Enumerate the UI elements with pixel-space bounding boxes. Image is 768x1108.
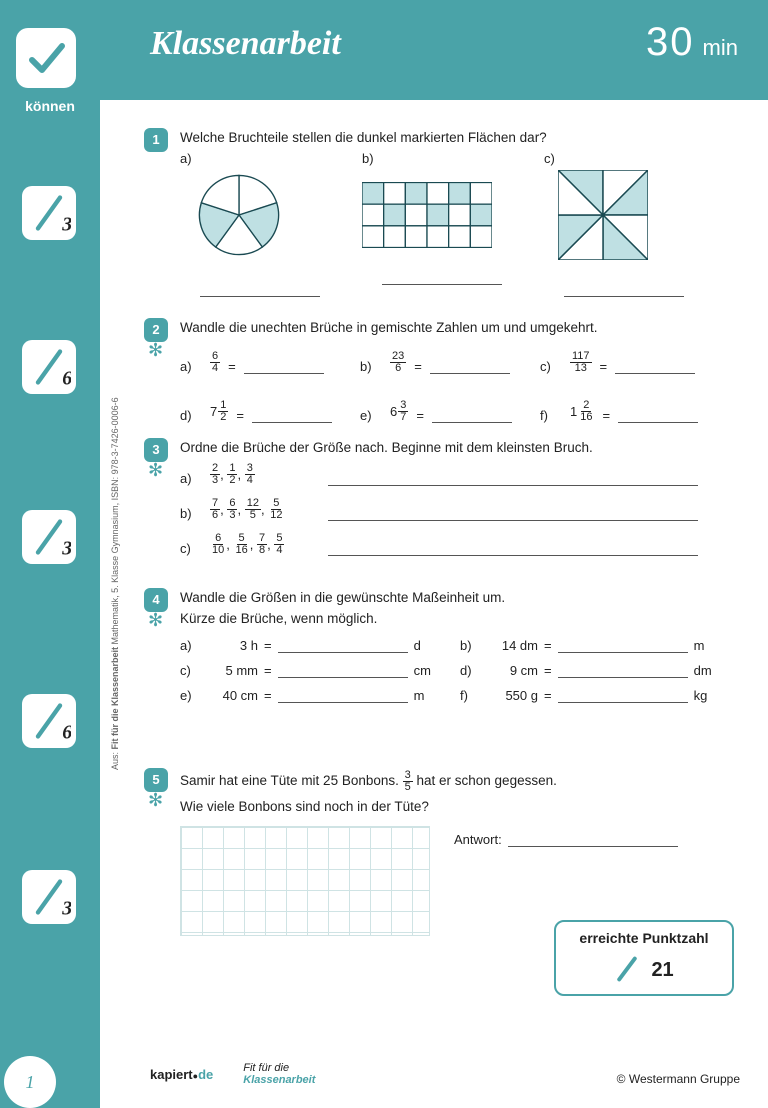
answer-blank[interactable] bbox=[618, 409, 698, 423]
order-row: a)23, 12, 34 bbox=[180, 463, 740, 486]
answer-blank[interactable] bbox=[252, 409, 332, 423]
svg-text:6: 6 bbox=[62, 722, 71, 743]
score-badge: 3 bbox=[22, 510, 76, 564]
footer-left: kapiert●de Fit für dieKlassenarbeit bbox=[150, 1062, 315, 1086]
pie-diagram bbox=[194, 170, 284, 260]
question-4: 4 ✻ Wandle die Größen in die gewünschte … bbox=[180, 590, 740, 703]
fraction-item: e)637= bbox=[360, 400, 540, 423]
fraction-item: a)64= bbox=[180, 351, 360, 374]
answer-blank[interactable] bbox=[615, 360, 695, 374]
fraction-item: b)236= bbox=[360, 351, 540, 374]
order-row: c)610, 516, 78, 54 bbox=[180, 533, 740, 556]
q5-text-before: Samir hat eine Tüte mit 25 Bonbons. bbox=[180, 773, 403, 788]
answer-blank[interactable] bbox=[558, 639, 688, 653]
star-icon: ✻ bbox=[148, 340, 163, 361]
result-score: 21 bbox=[556, 946, 732, 992]
question-text: Samir hat eine Tüte mit 25 Bonbons. 35 h… bbox=[180, 770, 740, 793]
source-credit: Aus: Fit für die Klassenarbeit Mathemati… bbox=[110, 370, 120, 770]
fit-logo: Fit für dieKlassenarbeit bbox=[243, 1062, 315, 1086]
question-1: 1 Welche Bruchteile stellen die dunkel m… bbox=[180, 130, 740, 297]
conversion-item: a)3 h=d bbox=[180, 638, 450, 653]
check-icon bbox=[26, 38, 66, 78]
question-number: 3 bbox=[144, 438, 168, 462]
svg-text:3: 3 bbox=[61, 898, 71, 919]
fraction-item: d)712= bbox=[180, 400, 360, 423]
result-total: 21 bbox=[651, 959, 673, 981]
answer-blank[interactable] bbox=[432, 409, 512, 423]
star-icon: ✻ bbox=[148, 610, 163, 631]
result-box: erreichte Punktzahl 21 bbox=[554, 920, 734, 996]
conversion-item: c)5 mm=cm bbox=[180, 663, 450, 678]
question-2: 2 ✻ Wandle die unechten Brüche in gemisc… bbox=[180, 320, 740, 429]
result-label: erreichte Punktzahl bbox=[556, 930, 732, 946]
page-number: 1 bbox=[4, 1056, 56, 1108]
answer-blank[interactable] bbox=[558, 689, 688, 703]
q5-text-after: hat er schon gegessen. bbox=[413, 773, 557, 788]
answer-blank[interactable] bbox=[564, 285, 684, 297]
work-grid[interactable] bbox=[180, 826, 430, 936]
part-label: a) bbox=[180, 151, 350, 166]
answer-blank[interactable] bbox=[328, 542, 698, 556]
answer-blank[interactable] bbox=[508, 833, 678, 847]
answer-blank[interactable] bbox=[278, 664, 408, 678]
answer-blank[interactable] bbox=[328, 472, 698, 486]
question-number: 4 bbox=[144, 588, 168, 612]
answer-blank[interactable] bbox=[430, 360, 510, 374]
answer-blank[interactable] bbox=[200, 285, 320, 297]
question-3: 3 ✻ Ordne die Brüche der Größe nach. Beg… bbox=[180, 440, 740, 568]
question-number: 2 bbox=[144, 318, 168, 342]
conversion-item: d)9 cm=dm bbox=[460, 663, 730, 678]
score-badge: 3 bbox=[22, 870, 76, 924]
star-icon: ✻ bbox=[148, 790, 163, 811]
score-badge: 6 bbox=[22, 694, 76, 748]
svg-text:3: 3 bbox=[61, 538, 71, 559]
timer: 30 min bbox=[646, 20, 738, 65]
check-box bbox=[16, 28, 76, 88]
order-row: b)76, 63, 125, 512 bbox=[180, 498, 740, 521]
question-text: Wandle die unechten Brüche in gemischte … bbox=[180, 320, 740, 335]
page-title: Klassenarbeit bbox=[150, 25, 341, 63]
square-diagram bbox=[558, 170, 648, 260]
answer-blank[interactable] bbox=[244, 360, 324, 374]
q5-fraction: 35 bbox=[403, 770, 413, 793]
question-subtext: Wie viele Bonbons sind noch in der Tüte? bbox=[180, 799, 740, 814]
answer-blank[interactable] bbox=[382, 273, 502, 285]
copyright: © Westermann Gruppe bbox=[617, 1072, 740, 1086]
svg-text:6: 6 bbox=[62, 368, 71, 389]
question-subtext: Kürze die Brüche, wenn möglich. bbox=[180, 611, 740, 626]
fraction-item: f)1216= bbox=[540, 400, 720, 423]
conversion-item: e)40 cm=m bbox=[180, 688, 450, 703]
konnen-label: können bbox=[0, 98, 100, 114]
fraction-item: c)11713= bbox=[540, 351, 720, 374]
svg-text:3: 3 bbox=[61, 214, 71, 235]
part-label: b) bbox=[362, 151, 532, 166]
star-icon: ✻ bbox=[148, 460, 163, 481]
conversion-item: b)14 dm=m bbox=[460, 638, 730, 653]
score-badge: 6 bbox=[22, 340, 76, 394]
score-badge: 3 bbox=[22, 186, 76, 240]
question-number: 1 bbox=[144, 128, 168, 152]
answer-blank[interactable] bbox=[278, 689, 408, 703]
question-text: Welche Bruchteile stellen die dunkel mar… bbox=[180, 130, 740, 145]
slash-icon bbox=[614, 956, 640, 982]
question-text: Ordne die Brüche der Größe nach. Beginne… bbox=[180, 440, 740, 455]
answer-label: Antwort: bbox=[454, 832, 502, 847]
answer-blank[interactable] bbox=[328, 507, 698, 521]
grid-diagram bbox=[362, 182, 492, 248]
kapiert-logo: kapiert●de bbox=[150, 1067, 213, 1082]
part-label: c) bbox=[544, 151, 714, 166]
answer-blank[interactable] bbox=[278, 639, 408, 653]
timer-unit: min bbox=[703, 35, 738, 61]
conversion-item: f)550 g=kg bbox=[460, 688, 730, 703]
timer-value: 30 bbox=[646, 20, 695, 65]
question-5: 5 ✻ Samir hat eine Tüte mit 25 Bonbons. … bbox=[180, 770, 740, 936]
question-text: Wandle die Größen in die gewünschte Maße… bbox=[180, 590, 740, 605]
question-number: 5 bbox=[144, 768, 168, 792]
answer-blank[interactable] bbox=[558, 664, 688, 678]
